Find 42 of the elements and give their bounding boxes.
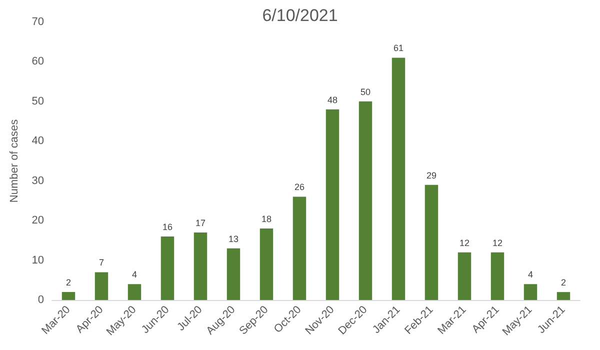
bar: [458, 252, 472, 300]
data-label: 29: [426, 170, 437, 180]
data-label: 17: [195, 218, 206, 228]
data-label: 26: [294, 182, 305, 192]
y-tick-label: 30: [32, 174, 44, 187]
y-tick-label: 40: [32, 135, 44, 148]
data-label: 7: [98, 258, 104, 268]
bar: [490, 252, 504, 300]
bar: [556, 292, 570, 300]
y-axis-title: Number of cases: [8, 118, 20, 203]
bar: [424, 184, 438, 300]
y-tick-label: 60: [32, 56, 44, 68]
y-tick-label: 70: [32, 16, 44, 28]
bar: [62, 292, 76, 300]
data-label: 4: [528, 270, 534, 280]
chart-title: 6/10/2021: [262, 6, 338, 25]
data-label: 18: [261, 214, 272, 224]
y-tick-label: 0: [38, 294, 44, 306]
bar: [524, 284, 538, 300]
data-label: 12: [459, 238, 470, 248]
y-tick-label: 20: [32, 214, 44, 227]
data-label: 48: [327, 94, 338, 105]
data-label: 50: [360, 86, 371, 97]
bar: [260, 228, 274, 300]
data-label: 4: [132, 270, 138, 280]
data-label: 2: [560, 278, 566, 288]
data-label: 16: [162, 222, 173, 232]
data-label: 12: [492, 238, 503, 248]
y-tick-label: 50: [32, 95, 44, 108]
data-label: 13: [228, 234, 239, 244]
bar: [94, 272, 108, 300]
bar: [358, 101, 372, 300]
data-label: 61: [393, 43, 404, 54]
bar: [194, 232, 208, 300]
data-label: 2: [66, 278, 72, 288]
bar: [326, 109, 340, 300]
bar: [292, 196, 306, 300]
bar: [128, 284, 142, 300]
y-tick-label: 10: [32, 254, 44, 266]
bar: [392, 58, 406, 300]
bar: [226, 248, 240, 300]
bar: [160, 236, 174, 300]
